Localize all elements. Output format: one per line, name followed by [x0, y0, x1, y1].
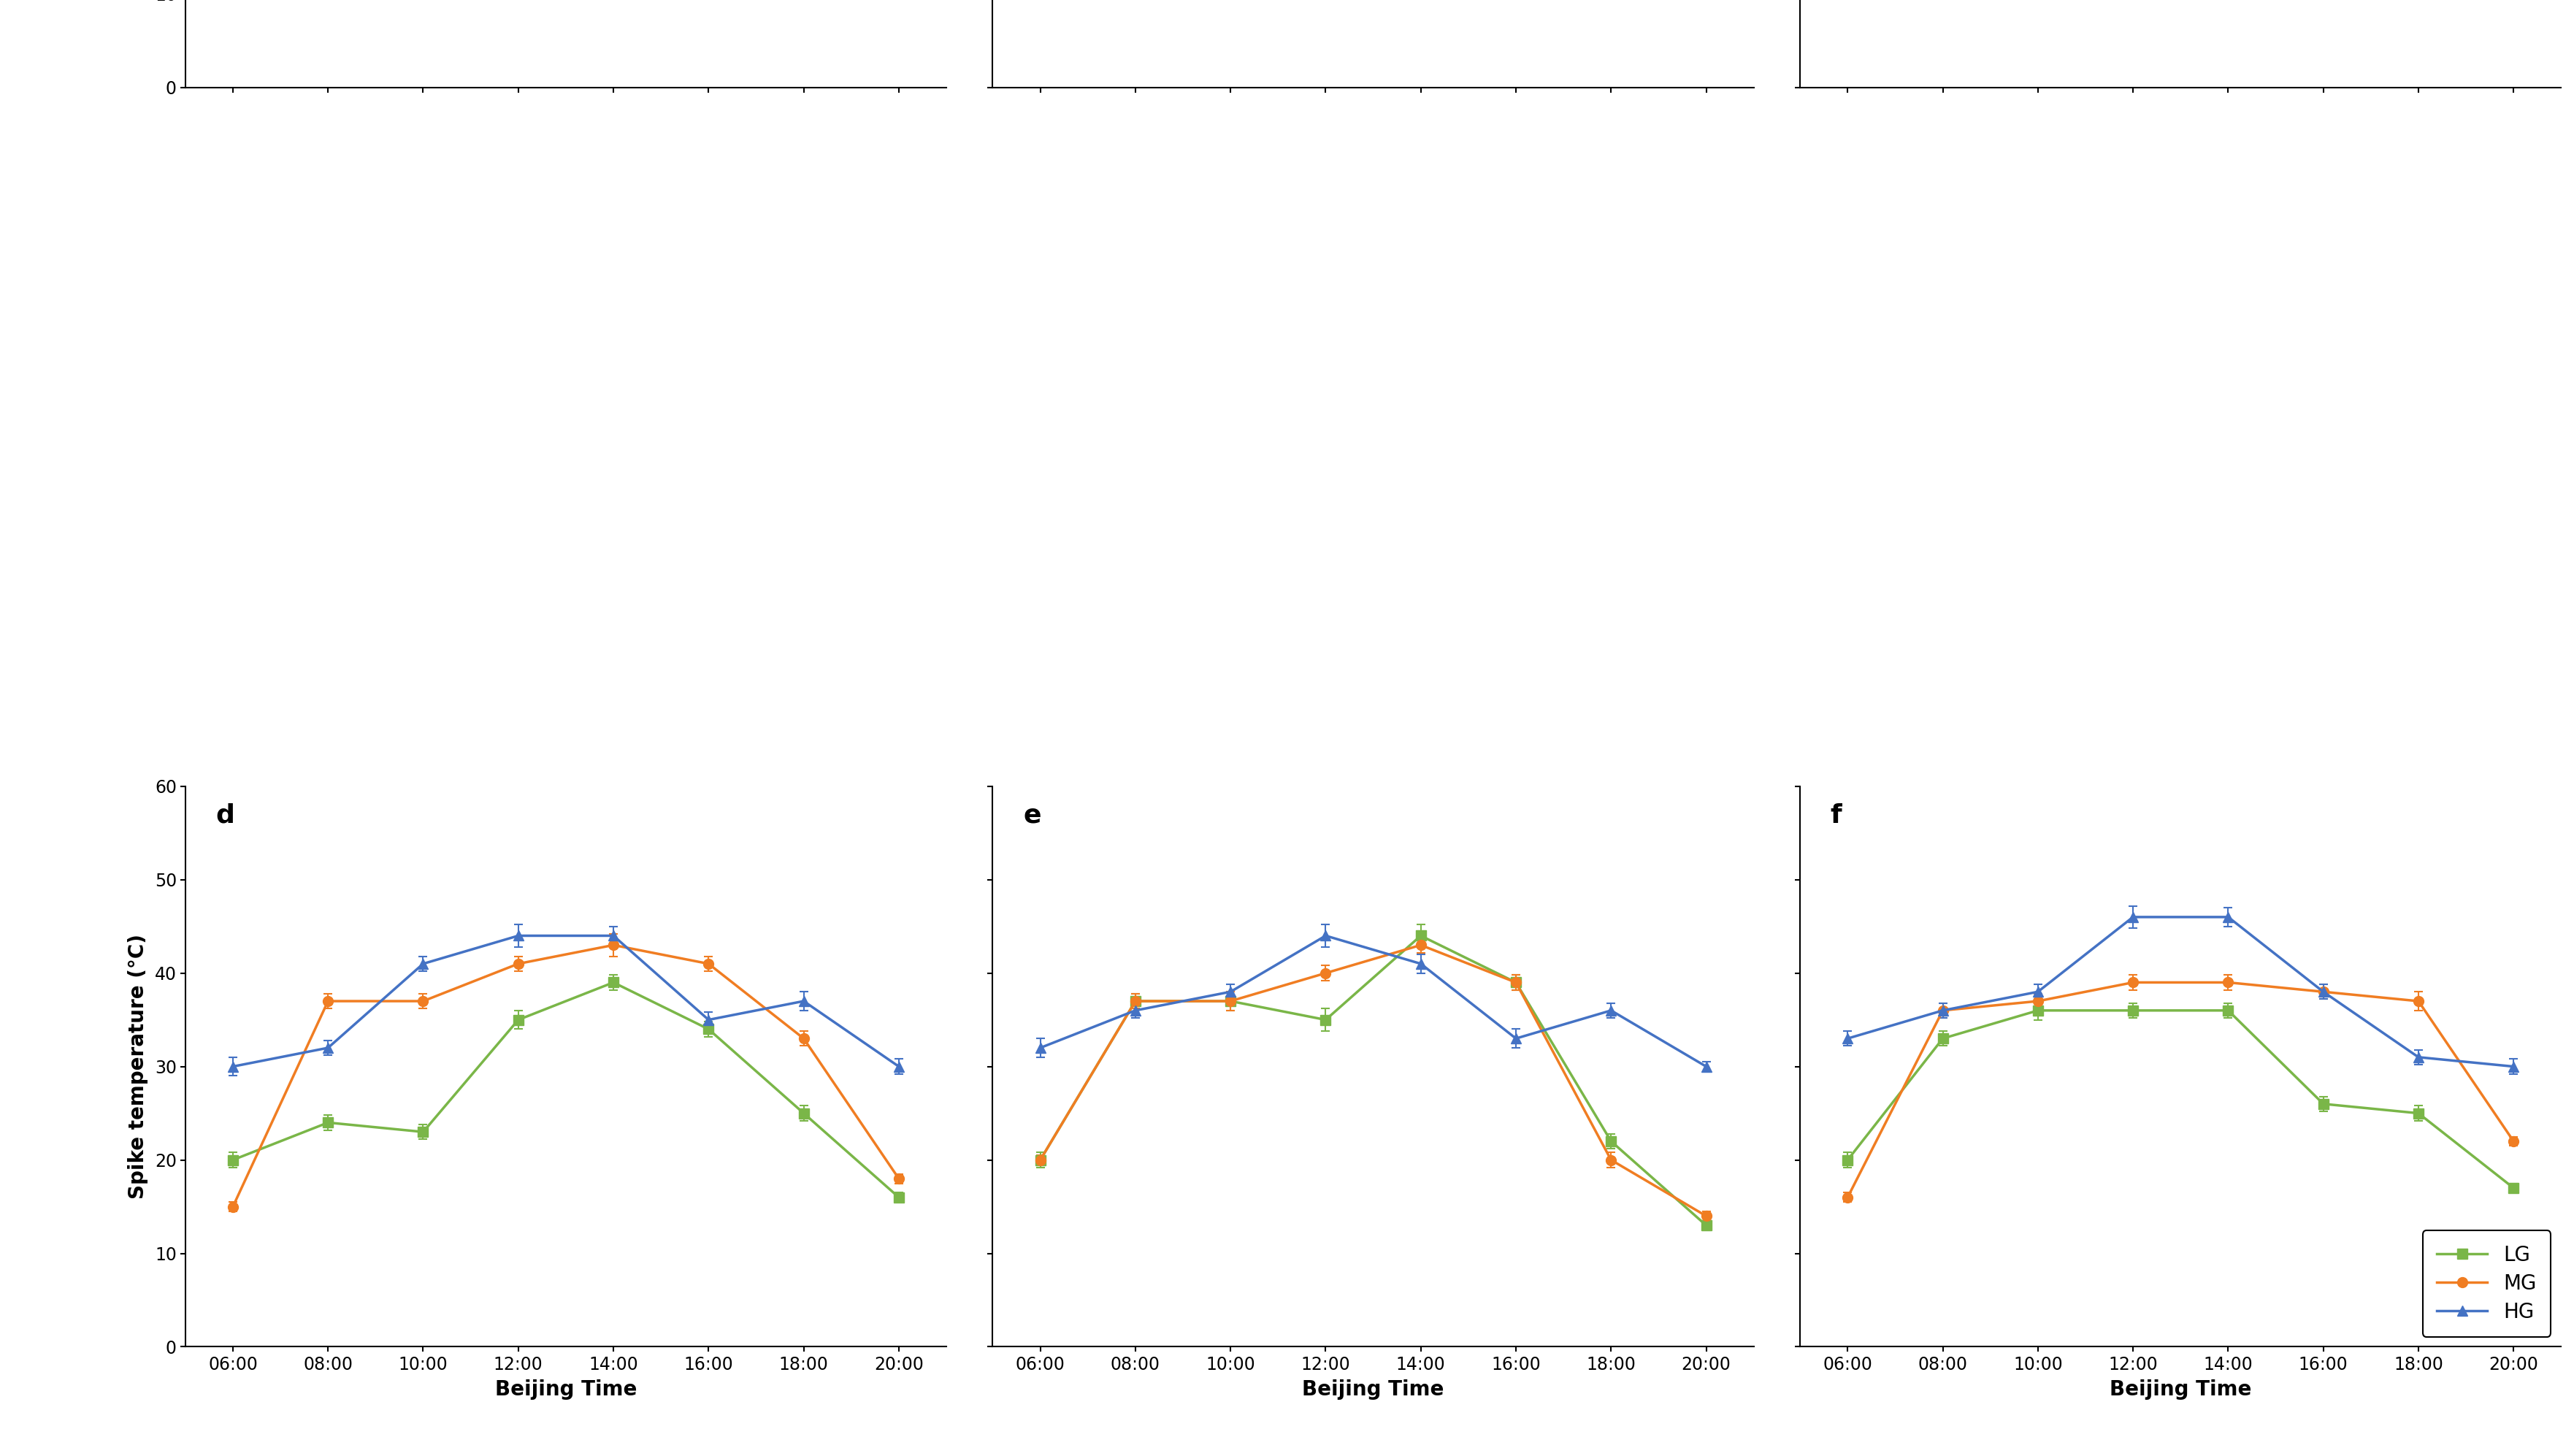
Y-axis label: Spike temperature (°C): Spike temperature (°C) [129, 933, 149, 1200]
Text: e: e [1022, 804, 1040, 828]
Text: d: d [216, 804, 234, 828]
X-axis label: Beijing Time: Beijing Time [2111, 1379, 2252, 1401]
X-axis label: Beijing Time: Beijing Time [494, 1379, 636, 1401]
Text: f: f [1830, 804, 1843, 828]
X-axis label: Beijing Time: Beijing Time [1302, 1379, 1444, 1401]
Legend: LG, MG, HG: LG, MG, HG [2422, 1230, 2551, 1337]
